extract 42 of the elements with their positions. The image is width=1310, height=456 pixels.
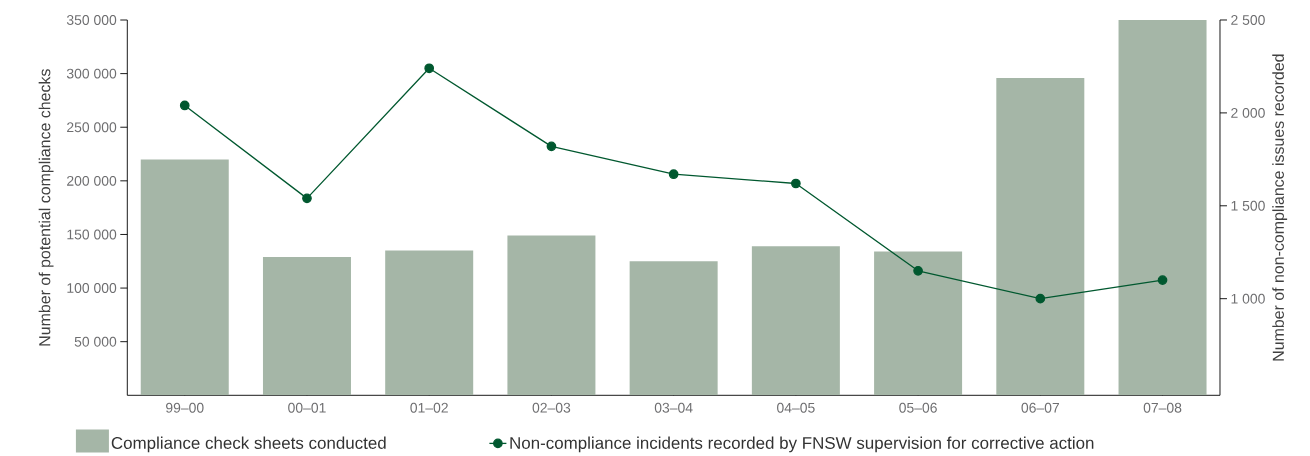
- y-tick-label: 350 000: [66, 15, 117, 25]
- point: [791, 178, 801, 189]
- point: [179, 100, 190, 111]
- legend-label: Non-compliance incidents recorded by FNSW supervision for corrective action: [510, 436, 1094, 453]
- y-tick-label: 100 000: [67, 283, 117, 294]
- bar: [751, 246, 840, 396]
- point: [302, 193, 312, 204]
- x-tick-label: 99–00: [166, 402, 204, 413]
- y2-tick-label: 1 500: [1231, 200, 1265, 211]
- y-tick-label: 50 000: [74, 336, 117, 347]
- bar: [507, 235, 596, 396]
- x-tick-label: 06–07: [1021, 402, 1059, 413]
- bar: [140, 159, 229, 396]
- y-tick-label: 150 000: [67, 229, 117, 240]
- y2-axis-title: Number of non-compliance issues recorded: [1272, 54, 1288, 361]
- y2-tick-label: 2 000: [1231, 107, 1265, 118]
- point: [668, 169, 679, 180]
- point: [913, 265, 923, 276]
- point: [424, 63, 435, 74]
- bar: [385, 250, 474, 396]
- x-tick-label: 03–04: [654, 402, 693, 413]
- y2-tick-label: 1 000: [1231, 293, 1265, 304]
- y-axis-title: Number of potential compliance checks: [38, 69, 54, 346]
- point: [546, 141, 557, 152]
- x-tick-label: 00–01: [288, 402, 326, 413]
- bar: [996, 77, 1085, 396]
- y-tick-label: 300 000: [66, 68, 117, 79]
- x-tick-label: 05–06: [899, 402, 937, 413]
- y-tick-label: 200 000: [67, 175, 117, 186]
- bar: [1118, 20, 1207, 396]
- point: [1035, 293, 1046, 304]
- x-tick-label: 07–08: [1143, 402, 1182, 413]
- x-tick-label: 01–02: [410, 402, 448, 413]
- bar: [874, 251, 963, 396]
- x-tick-label: 04–05: [777, 402, 815, 413]
- bar: [262, 256, 351, 396]
- bar: [629, 261, 718, 396]
- y2-tick-label: 2 500: [1231, 15, 1265, 25]
- legend-label: Compliance check sheets conducted: [111, 436, 386, 453]
- point: [1157, 275, 1168, 285]
- y-tick-label: 250 000: [67, 122, 117, 133]
- x-tick-label: 02–03: [532, 402, 571, 413]
